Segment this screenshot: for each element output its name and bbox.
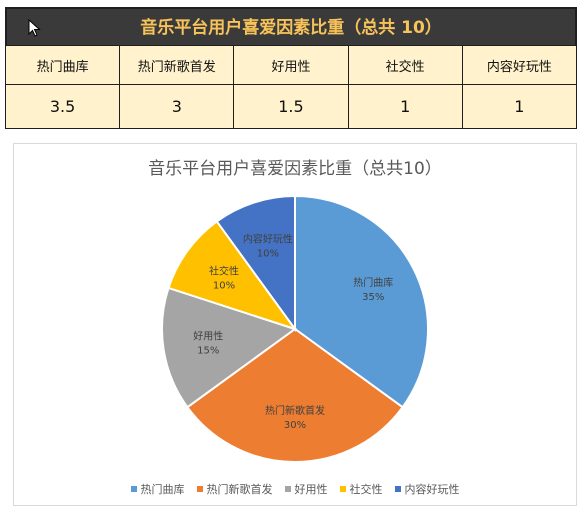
pie-slice-2[interactable] xyxy=(161,286,298,409)
header-cell[interactable]: 内容好玩性 xyxy=(461,45,578,85)
value-cell[interactable]: 1.5 xyxy=(233,84,349,129)
table-header-row: 热门曲库 热门新歌首发 好用性 社交性 内容好玩性 xyxy=(4,45,578,85)
pie-slice-4[interactable] xyxy=(215,194,296,333)
value-cell[interactable]: 3.5 xyxy=(4,84,121,129)
legend-item[interactable]: 好用性 xyxy=(284,481,328,497)
header-cell[interactable]: 好用性 xyxy=(233,45,349,85)
slice-label-category: 内容好玩性 xyxy=(243,233,293,246)
slice-label-category: 好用性 xyxy=(193,330,223,343)
legend-label: 内容好玩性 xyxy=(404,483,460,496)
legend-swatch xyxy=(339,486,346,492)
slice-label-category: 热门新歌首发 xyxy=(265,404,325,417)
data-table-panel: 音乐平台用户喜爱因素比重（总共 10） 热门曲库 热门新歌首发 好用性 社交性 … xyxy=(4,7,578,129)
pie-chart-panel: 音乐平台用户喜爱因素比重（总共10） 热门曲库 35% 热门新歌首发 30% 好用性 15… xyxy=(13,143,577,506)
table-title: 音乐平台用户喜爱因素比重（总共 10） xyxy=(5,7,577,45)
legend-item[interactable]: 社交性 xyxy=(339,481,383,497)
header-cell[interactable]: 社交性 xyxy=(347,45,463,85)
legend-swatch xyxy=(284,486,291,492)
slice-label-percent: 10% xyxy=(257,249,279,260)
legend-label: 热门新歌首发 xyxy=(206,483,273,496)
slice-label-category: 社交性 xyxy=(209,264,239,277)
slice-label-category: 热门曲库 xyxy=(353,276,393,289)
legend-swatch xyxy=(130,486,137,492)
pie-slice-0[interactable] xyxy=(294,194,429,409)
legend-label: 好用性 xyxy=(294,483,328,496)
legend-item[interactable]: 热门曲库 xyxy=(130,481,185,497)
mouse-cursor-icon xyxy=(28,19,41,37)
header-cell[interactable]: 热门新歌首发 xyxy=(119,45,235,85)
pie-slice-1[interactable] xyxy=(186,327,404,463)
legend-label: 社交性 xyxy=(349,483,383,496)
legend-item[interactable]: 热门新歌首发 xyxy=(196,481,273,497)
table-value-row: 3.5 3 1.5 1 1 xyxy=(4,84,578,129)
pie-chart: 热门曲库 35% 热门新歌首发 30% 好用性 15% 社交性 10% 内容好玩性 10% xyxy=(161,194,429,463)
value-cell[interactable]: 1 xyxy=(347,84,463,129)
slice-label-percent: 30% xyxy=(284,420,306,431)
legend-swatch xyxy=(196,486,203,492)
pie-slice-3[interactable] xyxy=(167,220,298,331)
chart-title: 音乐平台用户喜爱因素比重（总共10） xyxy=(148,159,442,179)
slice-label-percent: 15% xyxy=(197,346,219,357)
slice-label-percent: 35% xyxy=(362,292,384,303)
header-cell[interactable]: 热门曲库 xyxy=(4,45,121,85)
legend-swatch xyxy=(394,486,401,492)
legend-item[interactable]: 内容好玩性 xyxy=(394,481,460,497)
chart-legend: 热门曲库 热门新歌首发 好用性 社交性 内容好玩性 xyxy=(14,481,576,497)
legend-label: 热门曲库 xyxy=(140,483,185,496)
data-table: 热门曲库 热门新歌首发 好用性 社交性 内容好玩性 3.5 3 1.5 1 1 xyxy=(4,45,578,129)
slice-label-percent: 10% xyxy=(213,280,235,291)
value-cell[interactable]: 3 xyxy=(119,84,235,129)
value-cell[interactable]: 1 xyxy=(461,84,578,129)
